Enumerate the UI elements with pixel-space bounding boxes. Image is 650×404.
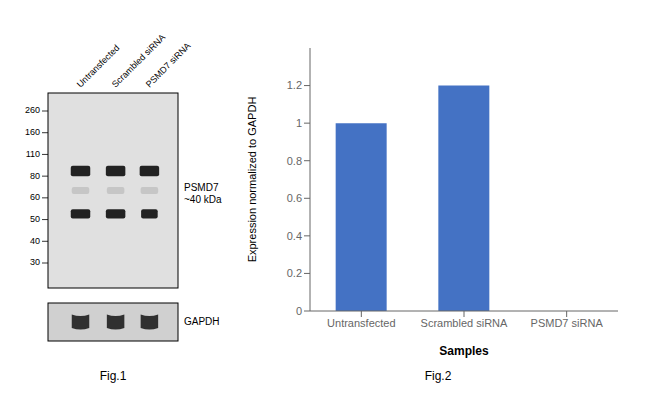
svg-text:110: 110: [26, 149, 40, 159]
svg-text:0.8: 0.8: [287, 155, 302, 167]
svg-text:0: 0: [296, 305, 302, 317]
svg-text:Fig.1: Fig.1: [100, 369, 127, 383]
svg-text:0.2: 0.2: [287, 267, 302, 279]
svg-text:Expression normalized to GAPDH: Expression normalized to GAPDH: [246, 97, 258, 263]
svg-text:260: 260: [25, 105, 40, 115]
svg-text:Scrambled siRNA: Scrambled siRNA: [109, 32, 168, 90]
html-text:Fig.2: Fig.2: [424, 369, 452, 383]
svg-text:80: 80: [30, 171, 40, 181]
svg-text:160: 160: [25, 127, 40, 137]
svg-text:40: 40: [30, 236, 40, 246]
svg-text:60: 60: [30, 192, 40, 202]
svg-text:1: 1: [296, 117, 302, 129]
svg-text:PSMD7~40 kDa: PSMD7~40 kDa: [184, 182, 222, 205]
svg-text:Samples: Samples: [439, 344, 489, 358]
svg-text:0.6: 0.6: [287, 192, 302, 204]
svg-text:Scrambled siRNA: Scrambled siRNA: [421, 317, 508, 329]
svg-text:GAPDH: GAPDH: [184, 316, 220, 327]
svg-text:PSMD7 siRNA: PSMD7 siRNA: [144, 41, 193, 90]
svg-text:0.4: 0.4: [287, 230, 302, 242]
svg-text:1.2: 1.2: [287, 79, 302, 91]
svg-text:PSMD7 siRNA: PSMD7 siRNA: [531, 317, 604, 329]
svg-text:30: 30: [30, 257, 40, 267]
svg-text:Untransfected: Untransfected: [74, 42, 122, 90]
svg-text:Untransfected: Untransfected: [327, 317, 395, 329]
svg-text:50: 50: [30, 214, 40, 224]
